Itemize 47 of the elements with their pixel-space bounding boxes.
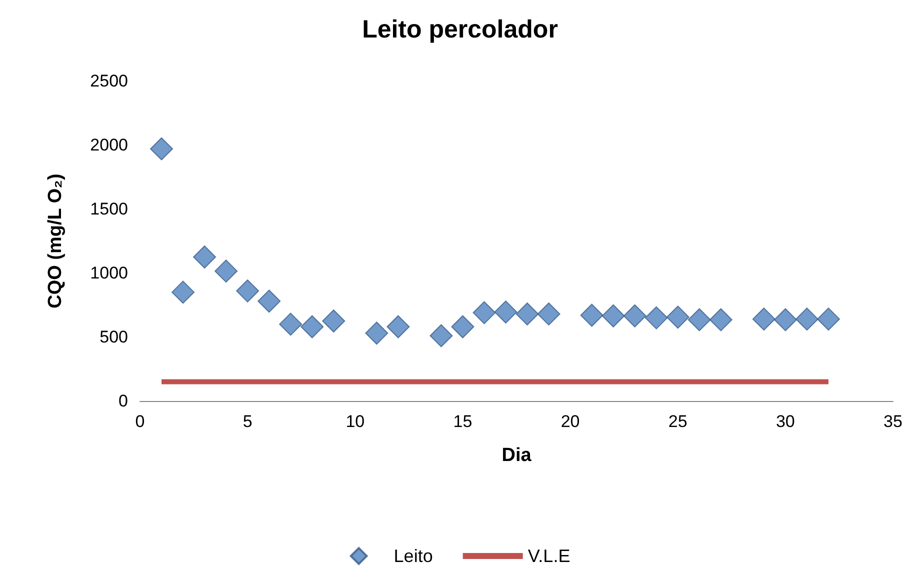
- point: [666, 306, 690, 329]
- point: [236, 279, 260, 302]
- point: [150, 137, 174, 160]
- x-tick-label: 30: [776, 412, 795, 431]
- x-tick-label: 5: [242, 412, 252, 431]
- point: [472, 301, 496, 324]
- y-axis-title: CQO (mg/L O₂): [45, 174, 66, 308]
- point: [365, 322, 388, 345]
- x-tick-label: 35: [884, 412, 902, 431]
- point: [494, 300, 518, 324]
- point: [516, 302, 539, 326]
- legend-label: Leito: [394, 546, 433, 566]
- point: [193, 246, 216, 268]
- y-tick-label: 2500: [90, 72, 128, 90]
- x-tick-label: 25: [668, 412, 688, 431]
- x-tick-label: 10: [346, 412, 365, 431]
- point: [774, 308, 797, 332]
- point: [279, 312, 302, 336]
- point: [430, 324, 453, 348]
- x-tick-label: 0: [135, 412, 145, 431]
- chart-title: Leito percolador: [362, 16, 558, 44]
- x-tick-label: 15: [453, 412, 472, 431]
- point: [623, 304, 646, 328]
- point: [602, 304, 625, 328]
- point: [688, 308, 711, 332]
- point: [709, 308, 732, 332]
- point: [816, 308, 840, 331]
- point: [322, 310, 346, 332]
- y-tick-label: 500: [100, 328, 128, 346]
- y-tick-label: 2000: [90, 136, 128, 154]
- point: [752, 308, 776, 331]
- point: [214, 260, 238, 283]
- x-tick-label: 20: [560, 412, 580, 431]
- point: [795, 308, 818, 331]
- point: [300, 315, 324, 338]
- point: [172, 280, 195, 304]
- y-tick-label: 1500: [90, 200, 128, 218]
- legend-label: V.L.E: [528, 546, 570, 566]
- x-axis-title: Dia: [502, 445, 532, 466]
- point: [451, 315, 474, 338]
- point: [644, 306, 668, 330]
- point: [258, 290, 281, 313]
- y-tick-label: 1000: [90, 264, 128, 282]
- y-tick-label: 0: [118, 392, 128, 410]
- point: [386, 315, 410, 338]
- point: [537, 302, 560, 326]
- point: [580, 304, 604, 327]
